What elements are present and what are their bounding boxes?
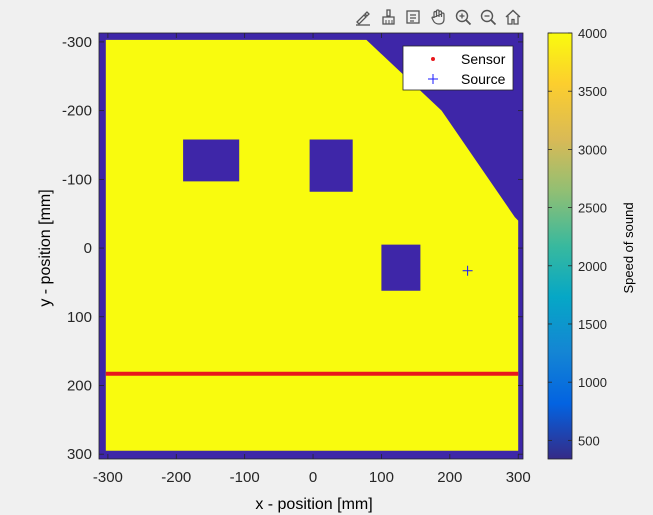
- region-inclusion-1: [183, 139, 240, 182]
- legend-label-sensor: Sensor: [461, 51, 506, 67]
- colorbar-gradient: [547, 32, 573, 460]
- source-marker: [462, 265, 473, 276]
- home-button[interactable]: [502, 6, 524, 28]
- colorbar-label: Speed of sound: [621, 202, 636, 293]
- zoom-out-button[interactable]: [477, 6, 499, 28]
- legend: Sensor Source: [402, 45, 514, 91]
- figure-toolbar: [352, 6, 524, 30]
- x-tick-label: -300: [93, 469, 123, 486]
- edit-plot-button[interactable]: [352, 6, 374, 28]
- pan-hand-button[interactable]: [427, 6, 449, 28]
- x-tick-label: 0: [309, 469, 317, 486]
- x-tick-label: 300: [506, 469, 531, 486]
- colorbar-tick-label: 3000: [578, 142, 607, 157]
- brush-icon: [382, 9, 395, 25]
- colorbar-tick-label: 1500: [578, 317, 607, 332]
- region-inclusion-2: [309, 139, 353, 192]
- y-tick-label: 300: [67, 446, 92, 463]
- x-axis-label: x - position [mm]: [255, 496, 372, 513]
- legend-label-source: Source: [461, 71, 506, 87]
- colorbar-tick-label: 2500: [578, 201, 607, 216]
- zoom-in-icon: [455, 9, 472, 26]
- pan-hand-icon: [431, 9, 445, 25]
- y-tick-label: 100: [67, 309, 92, 326]
- y-tick-label: 200: [67, 377, 92, 394]
- colorbar: 500 1000 1500 2000 2500 3000 3500 4000: [547, 26, 607, 460]
- zoom-out-icon: [480, 9, 497, 26]
- data-tips-icon: [406, 10, 420, 24]
- colorbar-tick-label: 500: [578, 433, 600, 448]
- region-inclusion-3: [381, 244, 421, 291]
- zoom-in-button[interactable]: [452, 6, 474, 28]
- edit-plot-icon: [356, 11, 370, 26]
- colorbar-tick-label: 1000: [578, 375, 607, 390]
- colorbar-tick-label: 2000: [578, 259, 607, 274]
- colorbar-tick-label: 4000: [578, 26, 607, 41]
- y-tick-label: 0: [84, 240, 92, 257]
- y-tick-label: -100: [62, 171, 92, 188]
- data-tips-button[interactable]: [402, 6, 424, 28]
- home-icon: [505, 9, 521, 25]
- colorbar-tick-label: 3500: [578, 84, 607, 99]
- x-tick-label: -100: [230, 469, 260, 486]
- y-axis-label: y - position [mm]: [37, 189, 54, 306]
- x-tick-label: -200: [161, 469, 191, 486]
- legend-sensor-marker: [431, 57, 435, 61]
- y-tick-label: -300: [62, 34, 92, 51]
- legend-box: [402, 45, 514, 91]
- x-tick-label: 200: [437, 469, 462, 486]
- plot-frame: [98, 32, 524, 460]
- brush-button[interactable]: [377, 6, 399, 28]
- y-tick-label: -200: [62, 103, 92, 120]
- x-tick-label: 100: [369, 469, 394, 486]
